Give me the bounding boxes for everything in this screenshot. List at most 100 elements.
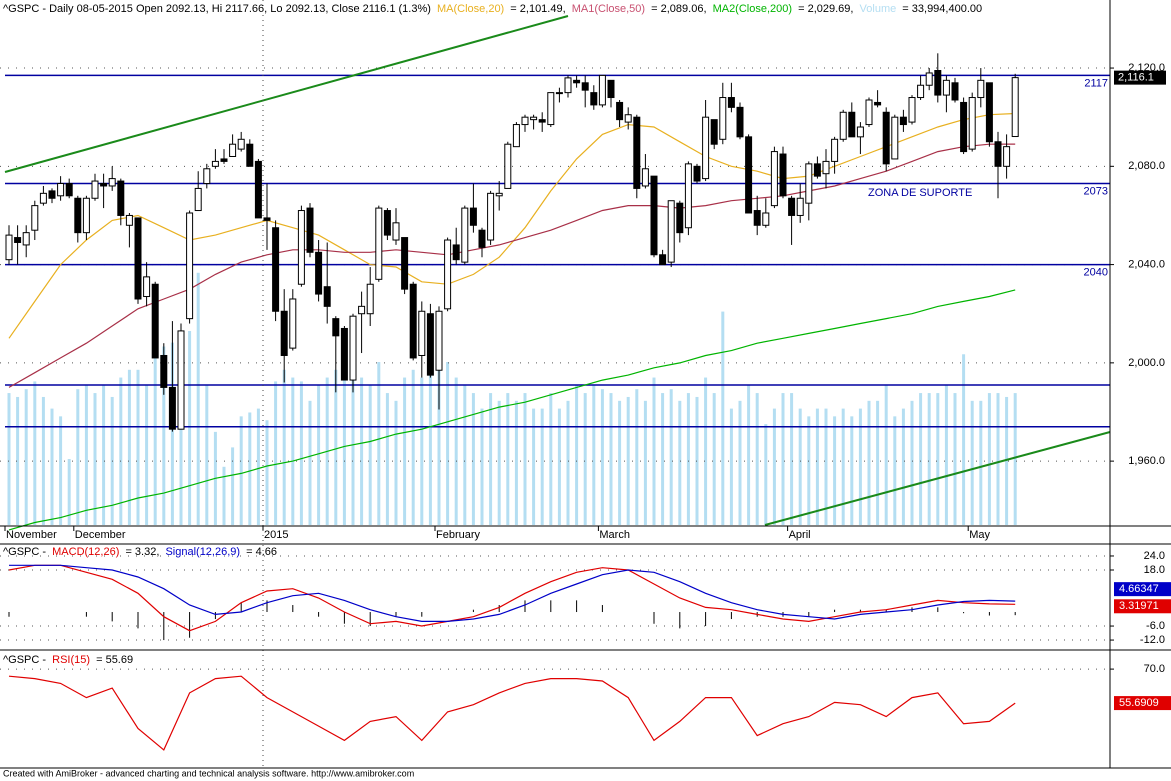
candle-body xyxy=(375,207,383,280)
moving-average xyxy=(8,112,1016,339)
candle-body xyxy=(306,207,314,253)
title-text: ^GSPC - xyxy=(3,546,46,558)
y-tick-label: 24.0 xyxy=(1144,550,1165,562)
x-tick-label: 2015 xyxy=(264,529,288,541)
candle-body xyxy=(254,160,262,219)
candle-body xyxy=(607,79,615,99)
volume-bar xyxy=(626,396,630,525)
moving-average xyxy=(8,289,1016,531)
volume-bar xyxy=(927,393,931,525)
volume-bar xyxy=(635,389,639,525)
candle-body xyxy=(31,205,39,231)
candle-body xyxy=(581,82,589,91)
candle-body xyxy=(727,97,735,108)
volume-bar xyxy=(231,447,235,525)
candle-body xyxy=(693,165,701,182)
candle-body xyxy=(5,234,13,261)
volume-bar xyxy=(790,393,794,525)
volume-bar xyxy=(420,377,424,525)
level-label: 2117 xyxy=(1084,77,1108,89)
candle-body xyxy=(39,192,47,204)
chart-title: ^GSPC - Daily 08-05-2015 Open 2092.13, H… xyxy=(3,3,982,15)
y-tick-label: 2,040.0 xyxy=(1128,258,1165,270)
candle-body xyxy=(177,330,185,430)
volume-bar xyxy=(179,338,183,525)
candle-body xyxy=(633,116,641,189)
candle-body xyxy=(22,232,30,246)
legend-value: = 4.66 xyxy=(246,546,277,558)
volume-bar xyxy=(747,385,751,525)
volume-bar xyxy=(41,396,45,525)
volume-bar xyxy=(936,393,940,525)
candle-body xyxy=(186,212,194,320)
volume-bar xyxy=(686,393,690,525)
volume-bar xyxy=(239,416,243,525)
candle-body xyxy=(211,160,219,167)
legend-value: = 3.32, xyxy=(125,546,159,558)
volume-bar xyxy=(385,393,389,525)
volume-bar xyxy=(833,416,837,525)
volume-bar xyxy=(996,393,1000,525)
volume-bar xyxy=(205,385,209,525)
y-tick-label: 70.0 xyxy=(1144,663,1165,675)
candle-body xyxy=(762,212,770,226)
moving-average xyxy=(8,143,1016,388)
volume-bar xyxy=(532,408,536,525)
volume-bar xyxy=(93,393,97,525)
candle-body xyxy=(65,183,73,197)
volume-bar xyxy=(618,400,622,525)
candle-body xyxy=(444,239,452,310)
candle-body xyxy=(392,222,400,241)
candle-body xyxy=(504,143,512,189)
candle-body xyxy=(736,106,744,138)
candle-body xyxy=(848,111,856,138)
volume-bar xyxy=(342,354,346,525)
volume-bar xyxy=(274,381,278,525)
candle-body xyxy=(366,283,374,315)
panel-title: ^GSPC - RSI(15) = 55.69 xyxy=(3,654,133,666)
volume-bar xyxy=(282,369,286,525)
candle-body xyxy=(151,283,159,359)
candle-body xyxy=(667,200,675,263)
volume-bar xyxy=(153,358,157,525)
legend-value: = 33,994,400.00 xyxy=(902,3,982,15)
candle-body xyxy=(779,153,787,197)
candle-body xyxy=(934,70,942,96)
candle-body xyxy=(547,92,555,126)
panel-title: ^GSPC - MACD(12,26) = 3.32, Signal(12,26… xyxy=(3,546,277,558)
volume-bar xyxy=(807,416,811,525)
candle-body xyxy=(770,151,778,207)
level-label: 2040 xyxy=(1084,266,1108,278)
candle-body xyxy=(332,318,340,337)
trend-line xyxy=(764,431,1111,526)
y-tick-label: 18.0 xyxy=(1144,564,1165,576)
volume-bar xyxy=(729,408,733,525)
volume-bar xyxy=(712,393,716,525)
title-text: ^GSPC - Daily 08-05-2015 Open 2092.13, H… xyxy=(3,3,431,15)
volume-bar xyxy=(970,400,974,525)
volume-bar xyxy=(738,400,742,525)
candle-body xyxy=(555,92,563,95)
volume-bar xyxy=(119,377,123,525)
volume-bar xyxy=(403,377,407,525)
volume-bar xyxy=(480,408,484,525)
candle-body xyxy=(641,168,649,187)
candle-body xyxy=(57,183,65,197)
candle-body xyxy=(134,217,142,300)
volume-bar xyxy=(222,466,226,525)
volume-bar xyxy=(59,416,63,525)
candle-body xyxy=(882,111,890,165)
candle-body xyxy=(598,74,606,106)
candle-body xyxy=(899,116,907,126)
y-tick-label: 2,080.0 xyxy=(1128,160,1165,172)
legend-value: = 2,029.69, xyxy=(798,3,853,15)
volume-bar xyxy=(704,377,708,525)
volume-bar xyxy=(867,400,871,525)
candle-body xyxy=(960,101,968,153)
volume-bar xyxy=(523,393,527,525)
last-value-box xyxy=(1114,599,1171,614)
legend-name: Signal(12,26,9) xyxy=(165,546,240,558)
volume-bar xyxy=(514,400,518,525)
volume-bar xyxy=(136,369,140,525)
